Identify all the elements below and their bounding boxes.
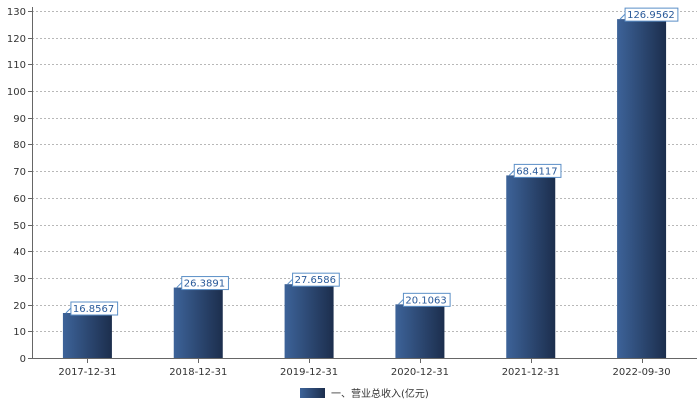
bar[interactable] — [506, 175, 556, 358]
data-label: 68.4117 — [516, 166, 557, 177]
y-tick-label: 80 — [13, 140, 26, 151]
x-tick-label: 2022-09-30 — [613, 367, 671, 378]
grid-lines — [32, 11, 697, 332]
bar[interactable] — [284, 284, 334, 358]
y-tick-label: 90 — [13, 114, 26, 125]
y-tick-label: 120 — [7, 34, 26, 45]
data-label: 26.3891 — [184, 279, 225, 290]
y-tick-label: 0 — [20, 354, 26, 365]
y-tick-label: 70 — [13, 167, 26, 178]
bar[interactable] — [62, 313, 112, 358]
data-label-box — [624, 7, 679, 22]
legend-label: 一、营业总收入(亿元) — [331, 387, 429, 400]
x-tick-label: 2019-12-31 — [280, 367, 338, 378]
data-label-connector — [65, 307, 72, 314]
data-label-connector — [176, 282, 183, 288]
legend-swatch — [300, 388, 325, 398]
data-label-connector — [398, 298, 404, 305]
data-label-box — [181, 276, 229, 291]
x-tick-label: 2020-12-31 — [391, 367, 449, 378]
data-label-box — [292, 272, 340, 287]
y-tick-label: 130 — [7, 7, 26, 18]
data-label-connector — [287, 278, 293, 285]
y-tick-label: 40 — [13, 247, 26, 258]
legend[interactable]: 一、营业总收入(亿元) — [300, 387, 429, 400]
y-tick-label: 60 — [13, 194, 26, 205]
y-tick-label: 110 — [7, 60, 26, 71]
data-label: 27.6586 — [295, 275, 336, 286]
y-tick-label: 100 — [7, 87, 26, 98]
data-label-box — [70, 301, 119, 316]
data-label: 20.1063 — [405, 295, 446, 306]
data-label-box — [513, 163, 562, 178]
bar[interactable] — [395, 304, 445, 358]
data-label-connector — [508, 170, 515, 176]
y-tick-label: 20 — [13, 301, 26, 312]
y-tick-label: 10 — [13, 327, 26, 338]
data-label-connector — [619, 13, 626, 20]
data-label: 126.9562 — [627, 10, 675, 21]
bar[interactable] — [617, 19, 667, 359]
y-tick-label: 50 — [13, 221, 26, 232]
data-label: 16.8567 — [73, 304, 114, 315]
y-tick-label: 30 — [13, 274, 26, 285]
bar[interactable] — [173, 287, 223, 358]
x-tick-label: 2021-12-31 — [502, 367, 560, 378]
bars — [62, 19, 667, 359]
x-tick-label: 2017-12-31 — [58, 367, 116, 378]
data-label-box — [402, 292, 451, 307]
axes: 0 10 20 30 40 50 60 70 80 90 100 110 120 130 2017-12-3… — [7, 7, 697, 378]
data-labels: 16.8567 26.3891 27.6586 20.1063 68.4117 126.9… — [65, 7, 679, 316]
x-tick-label: 2018-12-31 — [169, 367, 227, 378]
